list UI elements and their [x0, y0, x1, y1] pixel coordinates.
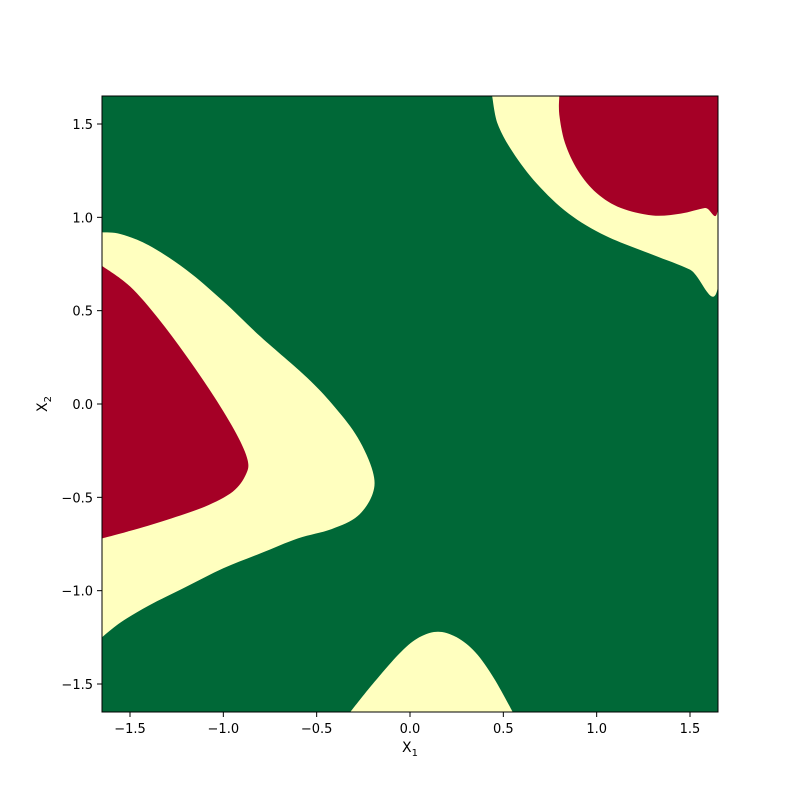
- x-tick-label: 1.5: [680, 722, 701, 737]
- y-axis-label: X2: [35, 396, 54, 412]
- x-tick-label: 0.5: [493, 722, 514, 737]
- x-tick-label: −1.0: [208, 722, 240, 737]
- x-axis-label: X1: [402, 740, 418, 759]
- x-tick-label: −0.5: [301, 722, 333, 737]
- y-tick-label: 0.0: [72, 398, 93, 413]
- region-bottom-band: [350, 631, 513, 712]
- y-tick-label: −0.5: [61, 491, 93, 506]
- region-left-band: [102, 232, 375, 638]
- plot-area: [102, 96, 718, 712]
- x-tick-label: 1.0: [586, 722, 607, 737]
- x-tick-label: −1.5: [114, 722, 146, 737]
- x-tick-label: 0.0: [400, 722, 421, 737]
- region-left-core: [102, 265, 249, 539]
- y-tick-label: 1.0: [72, 211, 93, 226]
- y-tick-label: 1.5: [72, 118, 93, 133]
- y-tick-label: −1.5: [61, 678, 93, 693]
- axes: −1.5 −1.0 −0.5 0.0 0.5 1.0 1.5 −1.5 −1.0 −0.5 0.0 0…: [61, 95, 719, 737]
- y-tick-label: 0.5: [72, 305, 93, 320]
- y-tick-label: −1.0: [61, 585, 93, 600]
- region-upper-right-core: [558, 96, 718, 216]
